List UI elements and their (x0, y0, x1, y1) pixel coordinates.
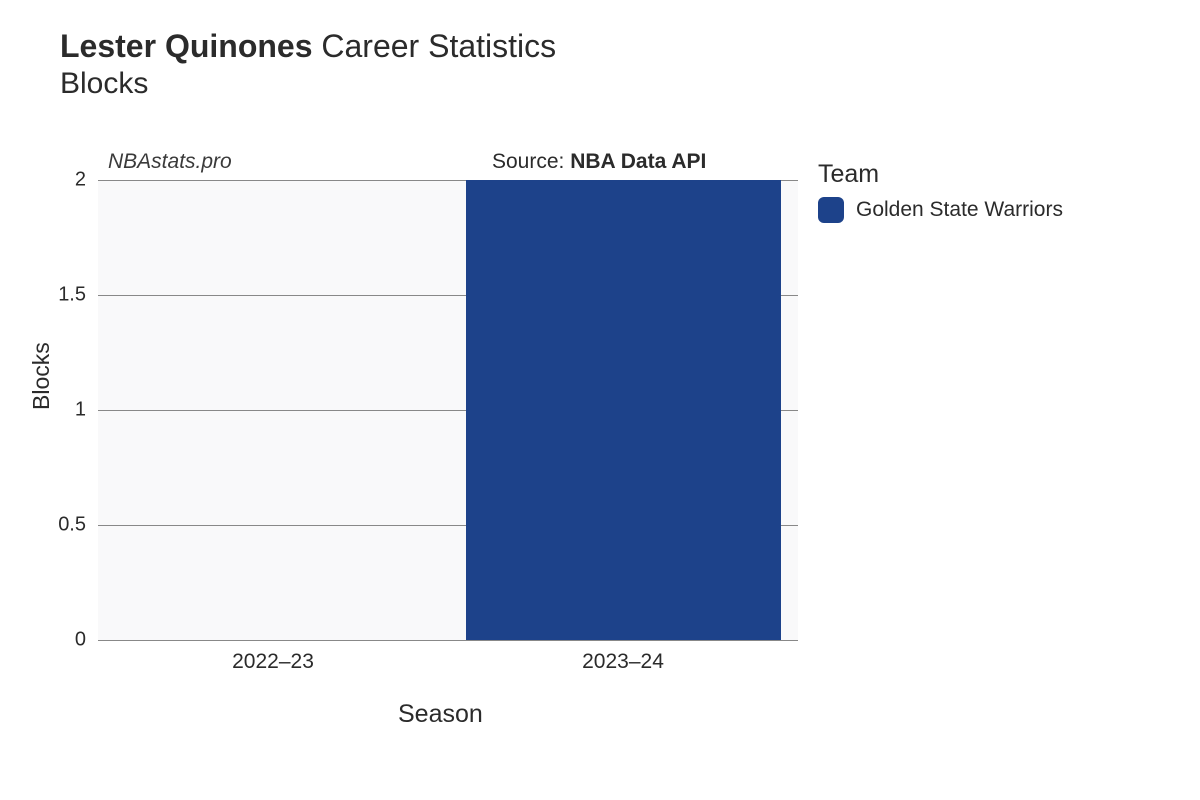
x-tick-label: 2022–23 (232, 650, 314, 674)
title-subtitle: Blocks (60, 67, 556, 101)
y-tick-label: 2 (75, 169, 86, 192)
bar (466, 180, 781, 640)
title-suffix: Career Statistics (321, 28, 556, 64)
y-tick-label: 1.5 (58, 284, 86, 307)
source-name: NBA Data API (570, 150, 706, 173)
legend-item: Golden State Warriors (818, 197, 1063, 223)
title-line-1: Lester Quinones Career Statistics (60, 28, 556, 65)
legend-swatch (818, 197, 844, 223)
watermark: NBAstats.pro (108, 150, 232, 174)
legend-title: Team (818, 160, 1063, 189)
y-tick-label: 1 (75, 399, 86, 422)
player-name: Lester Quinones (60, 28, 313, 64)
x-tick-label: 2023–24 (582, 650, 664, 674)
y-axis-label: Blocks (28, 342, 55, 410)
y-tick-label: 0 (75, 629, 86, 652)
source-prefix: Source: (492, 150, 570, 173)
legend: Team Golden State Warriors (818, 160, 1063, 223)
plot-area (98, 180, 798, 640)
x-axis-label: Season (398, 700, 483, 729)
gridline (98, 640, 798, 641)
y-tick-label: 0.5 (58, 514, 86, 537)
legend-label: Golden State Warriors (856, 198, 1063, 222)
source-attribution: Source: NBA Data API (492, 150, 706, 174)
chart-title: Lester Quinones Career Statistics Blocks (60, 28, 556, 101)
